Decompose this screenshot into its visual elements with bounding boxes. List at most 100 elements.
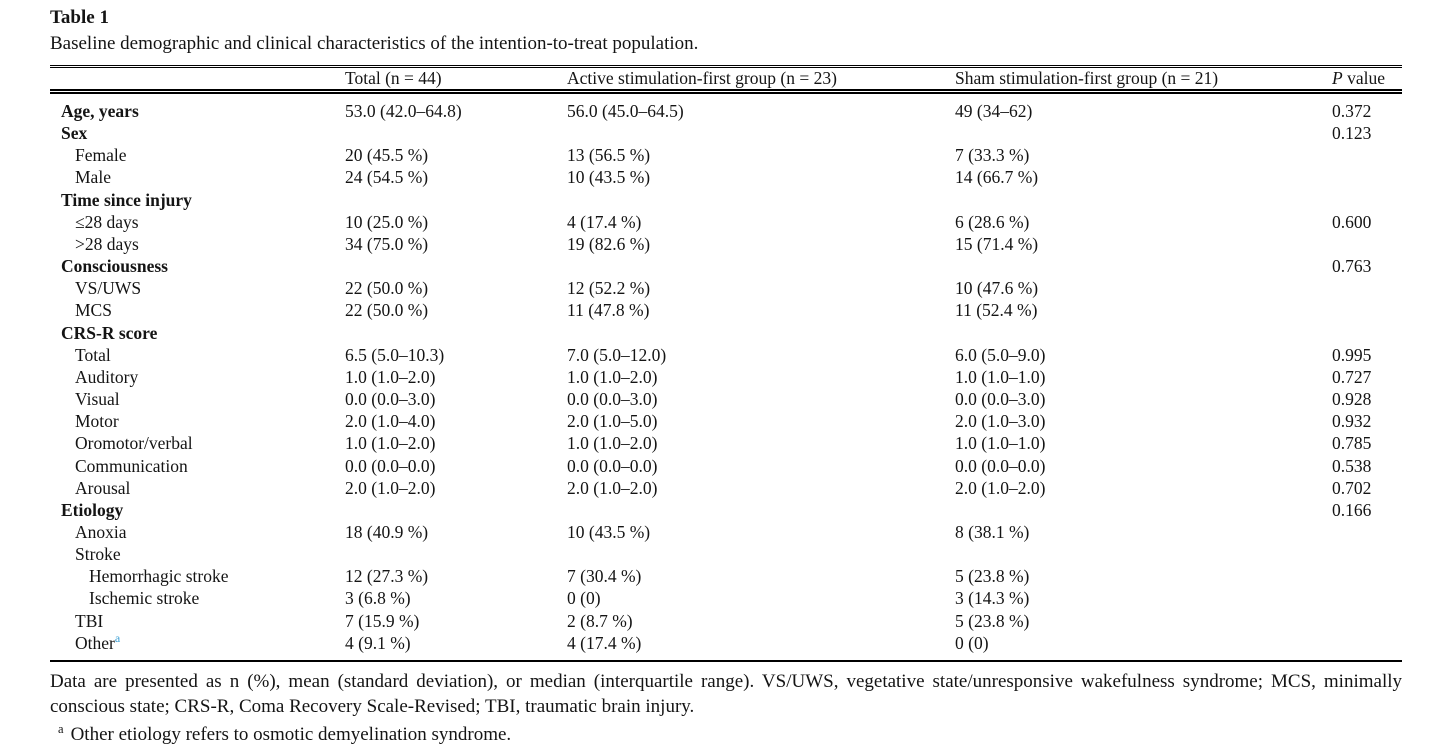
cell-sham: 2.0 (1.0–3.0) xyxy=(955,411,1046,432)
cell-sham: 8 (38.1 %) xyxy=(955,521,1030,542)
footnote-marker-link[interactable]: a xyxy=(114,630,121,645)
cell-total: 24 (54.5 %) xyxy=(345,167,429,188)
cell-sham: 1.0 (1.0–1.0) xyxy=(955,433,1046,454)
row-label: ≤28 days xyxy=(75,211,139,232)
table-row: VS/UWS 22 (50.0 %) 12 (52.2 %) 10 (47.6 %) xyxy=(50,277,1402,299)
cell-active: 2.0 (1.0–5.0) xyxy=(567,411,658,432)
cell-active: 7.0 (5.0–12.0) xyxy=(567,344,667,365)
row-label: Anoxia xyxy=(75,521,127,542)
cell-sham xyxy=(955,543,1332,565)
cell-pvalue xyxy=(1332,166,1402,188)
row-label: Visual xyxy=(75,389,120,410)
cell-total: 34 (75.0 %) xyxy=(345,233,429,254)
table-row: Hemorrhagic stroke 12 (27.3 %) 7 (30.4 %) 5… xyxy=(50,565,1402,587)
cell-pvalue xyxy=(1332,521,1402,543)
cell-sham: 14 (66.7 %) xyxy=(955,167,1039,188)
row-label: MCS xyxy=(75,300,112,321)
row-label: Total xyxy=(75,344,111,365)
table-number-title: Table 1 xyxy=(50,7,109,28)
cell-sham: 10 (47.6 %) xyxy=(955,278,1039,299)
cell-active: 56.0 (45.0–64.5) xyxy=(567,101,684,121)
row-label: Female xyxy=(75,145,127,166)
cell-total xyxy=(345,322,567,344)
table-header: Total (n = 44) Active stimulation-first … xyxy=(50,68,1402,94)
table-row: Male 24 (54.5 %) 10 (43.5 %) 14 (66.7 %) xyxy=(50,166,1402,188)
cell-pvalue: 0.785 xyxy=(1332,433,1372,454)
cell-sham: 3 (14.3 %) xyxy=(955,588,1030,609)
table-row: MCS 22 (50.0 %) 11 (47.8 %) 11 (52.4 %) xyxy=(50,299,1402,321)
cell-pvalue: 0.932 xyxy=(1332,411,1372,432)
row-label: VS/UWS xyxy=(75,278,142,299)
cell-pvalue xyxy=(1332,565,1402,587)
cell-pvalue: 0.727 xyxy=(1332,366,1372,387)
cell-active: 0 (0) xyxy=(567,588,601,609)
cell-total: 22 (50.0 %) xyxy=(345,300,429,321)
table-row: Arousal 2.0 (1.0–2.0) 2.0 (1.0–2.0) 2.0 (1.… xyxy=(50,477,1402,499)
table-caption: Baseline demographic and clinical charac… xyxy=(50,33,699,54)
row-label: CRS-R score xyxy=(61,322,158,343)
cell-sham xyxy=(955,499,1332,521)
row-label: Stroke xyxy=(75,544,121,565)
table-row: Stroke xyxy=(50,543,1402,565)
cell-pvalue: 0.538 xyxy=(1332,455,1372,476)
table-row: Total 6.5 (5.0–10.3) 7.0 (5.0–12.0) 6.0 (5.… xyxy=(50,344,1402,366)
header-empty xyxy=(50,68,345,94)
table-row: Othera 4 (9.1 %) 4 (17.4 %) 0 (0) xyxy=(50,632,1402,660)
row-label: Ischemic stroke xyxy=(89,588,200,609)
cell-total: 20 (45.5 %) xyxy=(345,145,429,166)
baseline-characteristics-table: Total (n = 44) Active stimulation-first … xyxy=(50,68,1402,660)
row-label: TBI xyxy=(75,610,104,631)
cell-pvalue xyxy=(1332,189,1402,211)
cell-pvalue xyxy=(1332,587,1402,609)
footnote-a: a Other etiology refers to osmotic demyel… xyxy=(50,722,1402,747)
cell-pvalue: 0.995 xyxy=(1332,344,1372,365)
cell-total: 3 (6.8 %) xyxy=(345,588,411,609)
cell-total: 1.0 (1.0–2.0) xyxy=(345,433,436,454)
row-label: Arousal xyxy=(75,477,131,498)
table-row: Consciousness 0.763 xyxy=(50,255,1402,277)
table-row: Motor 2.0 (1.0–4.0) 2.0 (1.0–5.0) 2.0 (1.0–… xyxy=(50,410,1402,432)
cell-active: 19 (82.6 %) xyxy=(567,233,651,254)
cell-active: 13 (56.5 %) xyxy=(567,145,651,166)
cell-pvalue xyxy=(1332,610,1402,632)
cell-pvalue xyxy=(1332,543,1402,565)
footnote-a-text: Other etiology refers to osmotic demyeli… xyxy=(70,723,512,745)
cell-pvalue: 0.702 xyxy=(1332,477,1372,498)
cell-total: 0.0 (0.0–3.0) xyxy=(345,389,436,410)
cell-sham xyxy=(955,122,1332,144)
cell-pvalue: 0.763 xyxy=(1332,256,1372,277)
cell-total: 53.0 (42.0–64.8) xyxy=(345,101,462,121)
cell-active: 1.0 (1.0–2.0) xyxy=(567,433,658,454)
cell-pvalue: 0.123 xyxy=(1332,123,1372,144)
cell-active xyxy=(567,499,955,521)
row-label: Hemorrhagic stroke xyxy=(89,566,229,587)
cell-active: 2.0 (1.0–2.0) xyxy=(567,477,658,498)
cell-sham: 6.0 (5.0–9.0) xyxy=(955,344,1046,365)
cell-sham xyxy=(955,255,1332,277)
header-sham-group: Sham stimulation-first group (n = 21) xyxy=(955,68,1332,94)
cell-sham: 15 (71.4 %) xyxy=(955,233,1039,254)
cell-total xyxy=(345,122,567,144)
p-value-rest: value xyxy=(1342,68,1385,88)
cell-sham xyxy=(955,189,1332,211)
cell-active xyxy=(567,322,955,344)
cell-pvalue xyxy=(1332,632,1402,660)
cell-active xyxy=(567,189,955,211)
table-row: Visual 0.0 (0.0–3.0) 0.0 (0.0–3.0) 0.0 (0.0… xyxy=(50,388,1402,410)
cell-total: 1.0 (1.0–2.0) xyxy=(345,366,436,387)
table-row: Oromotor/verbal 1.0 (1.0–2.0) 1.0 (1.0–2.0… xyxy=(50,432,1402,454)
cell-active: 4 (17.4 %) xyxy=(567,211,642,232)
row-label: Auditory xyxy=(75,366,139,387)
cell-active: 0.0 (0.0–3.0) xyxy=(567,389,658,410)
cell-pvalue xyxy=(1332,144,1402,166)
cell-sham: 0 (0) xyxy=(955,632,989,653)
table-body: Age, years 53.0 (42.0–64.8) 56.0 (45.0–64.… xyxy=(50,92,1402,660)
cell-sham: 49 (34–62) xyxy=(955,101,1033,121)
notes-general-text: Data are presented as n (%), mean (stand… xyxy=(50,670,1402,718)
cell-total xyxy=(345,499,567,521)
cell-active: 12 (52.2 %) xyxy=(567,278,651,299)
table-row: >28 days 34 (75.0 %) 19 (82.6 %) 15 (71.4 %… xyxy=(50,233,1402,255)
table-row: Auditory 1.0 (1.0–2.0) 1.0 (1.0–2.0) 1.0 (1… xyxy=(50,366,1402,388)
cell-active: 10 (43.5 %) xyxy=(567,167,651,188)
cell-pvalue xyxy=(1332,233,1402,255)
